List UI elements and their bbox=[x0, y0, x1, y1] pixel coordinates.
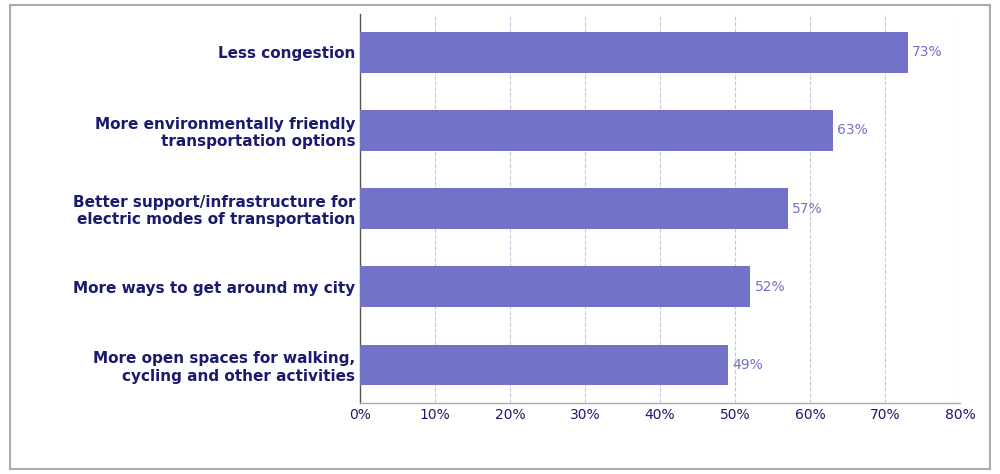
Text: 52%: 52% bbox=[755, 280, 785, 294]
Text: 49%: 49% bbox=[732, 358, 763, 372]
Text: 63%: 63% bbox=[837, 123, 868, 137]
Bar bbox=[360, 345, 728, 385]
Bar bbox=[360, 188, 788, 229]
Text: 57%: 57% bbox=[792, 201, 823, 216]
Bar bbox=[360, 32, 908, 73]
Bar bbox=[360, 110, 832, 151]
Bar bbox=[360, 266, 750, 307]
Text: 73%: 73% bbox=[912, 45, 943, 59]
